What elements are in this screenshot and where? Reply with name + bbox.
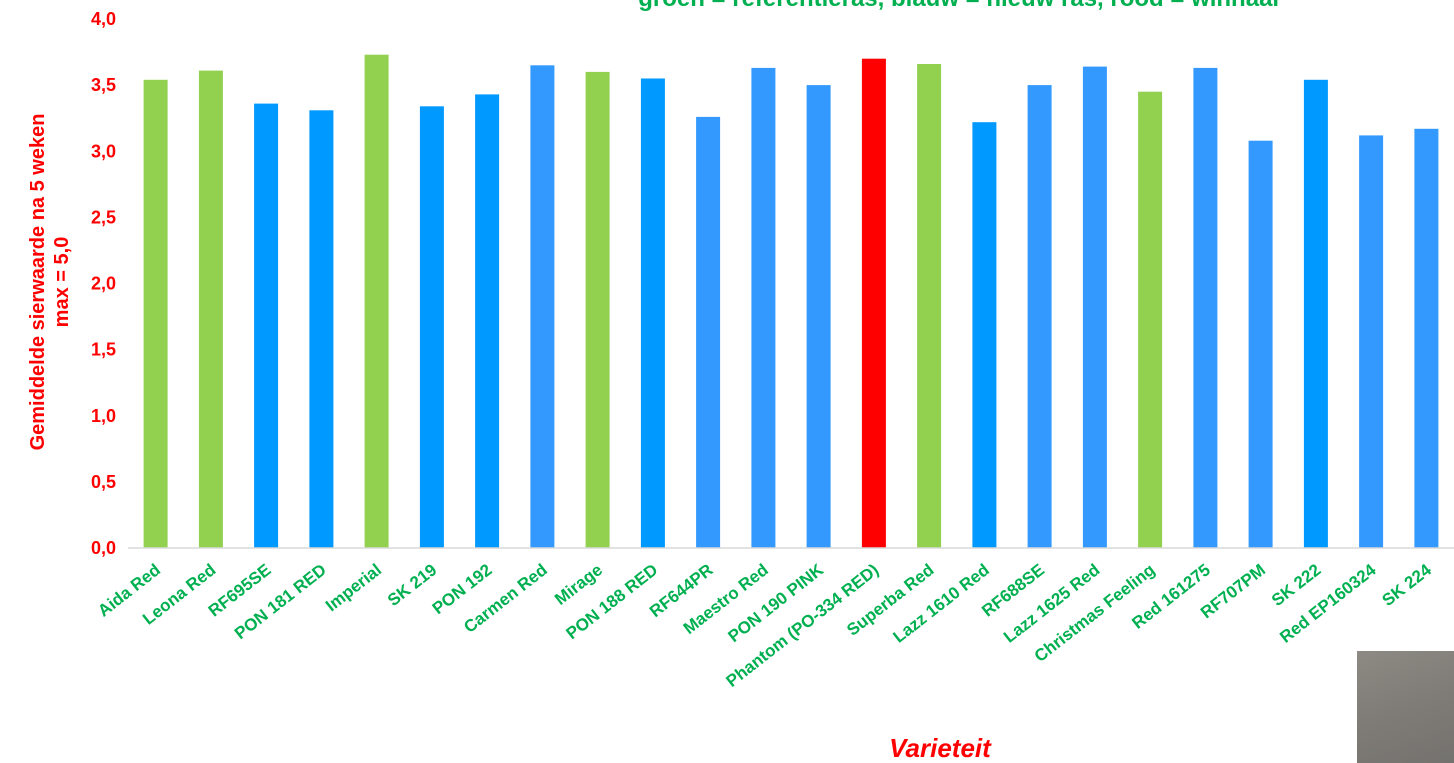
bar (1082, 66, 1107, 548)
bar (364, 54, 389, 548)
y-axis-title-line-2: max = 5,0 (51, 237, 73, 328)
y-tick-label: 4,0 (91, 9, 116, 29)
chart-title: groen = referentieras, blauw = nieuw ras… (638, 0, 1282, 12)
y-tick-label: 3,0 (91, 141, 116, 161)
y-tick-label: 1,5 (91, 340, 116, 360)
y-axis-ticks: 0,0 0,5 1,0 1,5 2,0 2,5 3,0 3,5 4,0 (91, 9, 116, 558)
y-tick-label: 3,5 (91, 75, 116, 95)
bar (696, 116, 721, 549)
bar (1359, 135, 1384, 548)
bar (419, 106, 444, 549)
y-tick-label: 2,5 (91, 207, 116, 227)
x-axis-title: Varieteit (889, 733, 992, 763)
y-tick-label: 2,0 (91, 274, 116, 294)
corner-photo (1357, 651, 1454, 763)
x-tick-label: Lazz 1610 Red (890, 560, 993, 647)
bar (198, 70, 223, 548)
bar (806, 85, 831, 548)
bars (143, 54, 1439, 549)
bar (1193, 67, 1218, 549)
bar (475, 94, 500, 549)
y-tick-label: 0,5 (91, 472, 116, 492)
bar (143, 79, 168, 549)
bar (530, 65, 555, 549)
y-tick-label: 1,0 (91, 406, 116, 426)
y-axis-title: Gemiddelde sierwaarde na 5 weken max = 5… (27, 114, 73, 451)
bar (1303, 79, 1328, 549)
bar (1138, 91, 1163, 548)
bar (640, 78, 665, 548)
y-tick-label: 0,0 (91, 538, 116, 558)
x-tick-label: SK 224 (1378, 560, 1435, 610)
bar (309, 110, 334, 549)
bar (861, 58, 886, 548)
x-tick-label: Imperial (322, 560, 385, 615)
bar (751, 67, 776, 549)
bar (585, 71, 610, 549)
bar (254, 103, 279, 548)
x-tick-label: Red EP160324 (1276, 560, 1380, 647)
y-axis-title-line-1: Gemiddelde sierwaarde na 5 weken (27, 114, 49, 451)
bar (1027, 85, 1052, 548)
bar (1248, 140, 1273, 548)
bar (917, 64, 942, 548)
bar (1414, 128, 1439, 549)
bar (972, 122, 997, 548)
